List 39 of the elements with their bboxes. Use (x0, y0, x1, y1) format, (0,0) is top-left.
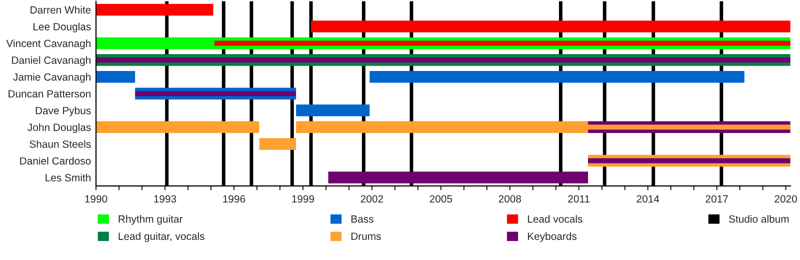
y-tick-label: Les Smith (46, 174, 90, 182)
x-tick-label: 2008 (498, 195, 522, 203)
x-tick-label: 2017 (706, 195, 728, 203)
y-tick-label: Vincent Cavanagh (6, 39, 90, 50)
y-tick-label: Duncan Patterson (8, 90, 90, 98)
y-tick-label: Daniel Cardoso (20, 156, 91, 165)
legend-label: Rhythm guitar (118, 215, 183, 225)
x-tick-label: 1996 (223, 195, 246, 203)
bar (96, 121, 260, 134)
bar (259, 138, 296, 150)
bar (96, 58, 790, 63)
bar (96, 4, 214, 16)
legend-label: Lead vocals (528, 215, 582, 223)
legend-label: Bass (351, 215, 374, 223)
y-tick-label: Dave Pybus (36, 106, 91, 116)
y-tick-label: Daniel Cavanagh (12, 56, 90, 66)
y-tick-label: Darren White (30, 6, 91, 14)
y-tick-label: Lee Douglas (34, 22, 91, 32)
legend-label: Lead guitar, vocals (118, 232, 204, 242)
x-tick-label: 2020 (774, 195, 797, 203)
legend-label: Studio album (729, 215, 789, 223)
bar (588, 158, 790, 164)
bar (96, 70, 136, 83)
y-tick-label: Shaun Steels (30, 140, 91, 148)
y-tick-label: Jamie Cavanagh (13, 73, 90, 83)
x-tick-label: 1999 (292, 195, 314, 203)
bar (310, 20, 790, 32)
x-tick-label: 1990 (85, 195, 108, 203)
x-tick-label: 1993 (154, 195, 176, 203)
bar (370, 70, 744, 83)
bar (135, 91, 296, 96)
x-tick-label: 2005 (430, 195, 452, 203)
bar (296, 104, 370, 116)
legend-label: Keyboards (528, 232, 577, 242)
y-tick-label: John Douglas (28, 123, 91, 134)
x-tick-label: 2002 (360, 195, 383, 203)
x-tick-label: 2014 (636, 195, 660, 203)
x-tick-label: 2011 (568, 195, 590, 203)
legend-label: Drums (351, 232, 381, 240)
